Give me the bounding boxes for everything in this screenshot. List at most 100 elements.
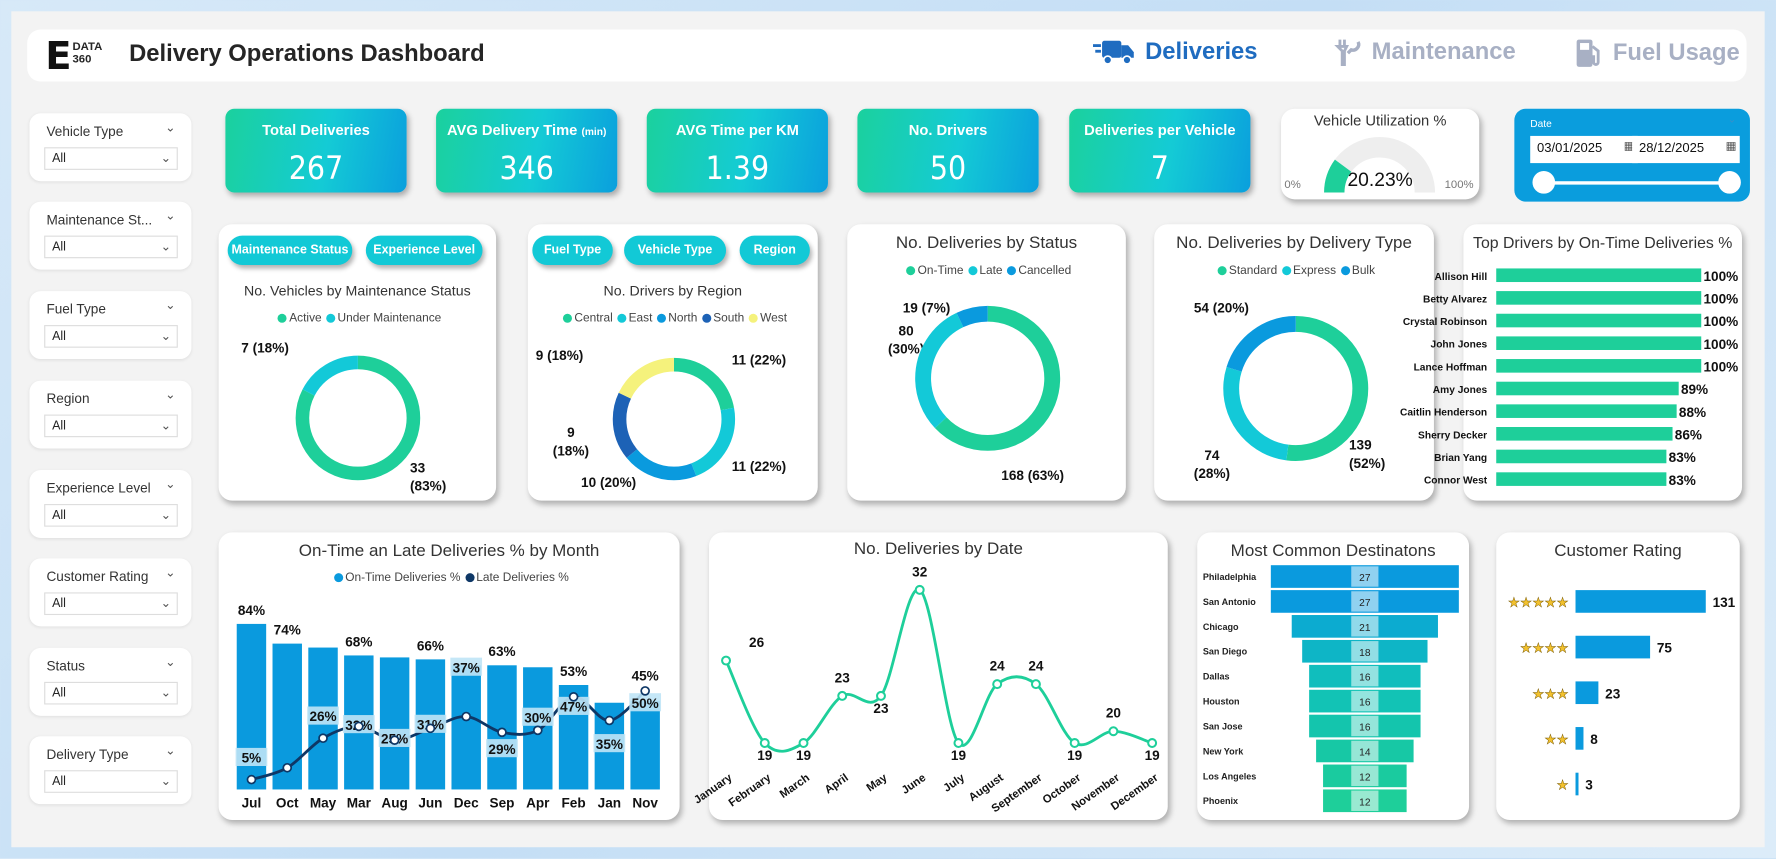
- nav-label: Maintenance: [1371, 38, 1516, 65]
- chevron-down-icon[interactable]: ⌄: [165, 209, 176, 224]
- chart-legend: Central East North South West: [528, 311, 818, 325]
- filter-dropdown[interactable]: All ⌄: [44, 147, 178, 170]
- filter-dropdown[interactable]: All ⌄: [44, 325, 178, 348]
- chevron-down-icon[interactable]: ⌄: [1727, 113, 1737, 125]
- data-label: 11 (22%): [731, 352, 787, 369]
- kpi-value: 267: [288, 149, 344, 187]
- filter-maintenance-st: Maintenance St... ⌄ All ⌄: [29, 201, 192, 270]
- logo-letter: E: [45, 33, 72, 80]
- calendar-icon[interactable]: ▦: [1725, 140, 1737, 153]
- filter-status: Status ⌄ All ⌄: [29, 647, 192, 716]
- truck-icon: [1093, 40, 1134, 65]
- data-label: 19 (7%): [902, 300, 951, 317]
- nav-maintenance[interactable]: Maintenance: [1333, 37, 1516, 66]
- filter-delivery-type: Delivery Type ⌄ All ⌄: [29, 736, 192, 805]
- date-range-slicer: Date ⌄ 03/01/2025 ▦ 28/12/2025 ▦: [1514, 108, 1750, 202]
- filter-label: Experience Level: [46, 480, 151, 497]
- chevron-down-icon: ⌄: [160, 151, 172, 166]
- vehicle-type-button[interactable]: Vehicle Type: [624, 235, 727, 266]
- filter-dropdown[interactable]: All ⌄: [44, 770, 178, 793]
- start-date-input[interactable]: 03/01/2025 ▦: [1530, 135, 1638, 164]
- chevron-down-icon[interactable]: ⌄: [165, 388, 176, 403]
- chevron-down-icon: ⌄: [160, 329, 172, 344]
- gauge-max-label: 100%: [1444, 178, 1474, 192]
- data-label: 7 (18%): [241, 339, 289, 356]
- deliveries-by-date-card: No. Deliveries by Date: [709, 532, 1168, 821]
- maintenance-status-button[interactable]: Maintenance Status: [227, 235, 353, 266]
- fuel-type-button[interactable]: Fuel Type: [532, 235, 613, 266]
- kpi-value: 346: [499, 149, 554, 187]
- chart-legend: Standard Express Bulk: [1154, 264, 1434, 277]
- kpi-avg-time-per-km: AVG Time per KM 1.39: [646, 108, 828, 193]
- data-label: 33 (83%): [410, 459, 447, 494]
- end-date-input[interactable]: 28/12/2025 ▦: [1632, 135, 1740, 164]
- kpi-unit: (min): [581, 125, 607, 138]
- filter-dropdown[interactable]: All ⌄: [44, 414, 178, 438]
- nav-label: Deliveries: [1145, 38, 1258, 65]
- data-label: 10 (20%): [581, 474, 637, 491]
- chart-title: On-Time an Late Deliveries % by Month: [298, 541, 600, 561]
- drivers-region-card: Fuel Type Vehicle Type Region No. Driver…: [527, 224, 818, 501]
- calendar-icon[interactable]: ▦: [1623, 140, 1635, 153]
- destinations-card: Most Common Destinatons: [1197, 532, 1470, 821]
- region-button[interactable]: Region: [739, 235, 810, 266]
- data-label: 9 (18%): [535, 347, 584, 364]
- vehicle-utilization-card: Vehicle Utilization % 0% 100% 20.23%: [1281, 108, 1480, 200]
- chevron-down-icon: ⌄: [160, 596, 172, 611]
- gauge-title: Vehicle Utilization %: [1313, 112, 1447, 130]
- kpi-value: 1.39: [705, 149, 770, 187]
- gauge-min-label: 0%: [1284, 178, 1301, 192]
- filter-label: Maintenance St...: [46, 211, 153, 228]
- chevron-down-icon: ⌄: [160, 240, 172, 254]
- deliveries-type-card: No. Deliveries by Delivery Type Standard…: [1154, 224, 1434, 501]
- filter-experience-level: Experience Level ⌄ All ⌄: [29, 470, 192, 539]
- chart-title: No. Vehicles by Maintenance Status: [244, 283, 471, 300]
- chart-title: Customer Rating: [1554, 541, 1682, 561]
- kpi-label: AVG Delivery Time (min): [446, 121, 607, 139]
- kpi-deliveries-per-vehicle: Deliveries per Vehicle 7: [1069, 108, 1251, 193]
- chart-legend: On-Time Late Cancelled: [847, 264, 1126, 277]
- chart-legend: Active Under Maintenance: [219, 311, 496, 325]
- chevron-down-icon[interactable]: ⌄: [165, 566, 176, 580]
- filter-label: Fuel Type: [46, 301, 106, 318]
- data-label: 9 (18%): [552, 424, 589, 459]
- chevron-down-icon[interactable]: ⌄: [165, 744, 176, 758]
- filter-dropdown[interactable]: All ⌄: [44, 504, 178, 527]
- date-slider-track: [1546, 181, 1728, 185]
- ontime-late-card: On-Time an Late Deliveries % by Month On…: [218, 532, 680, 821]
- customer-rating-card: Customer Rating: [1496, 532, 1740, 821]
- kpi-avg-delivery-time: AVG Delivery Time (min) 346: [436, 108, 618, 193]
- chevron-down-icon[interactable]: ⌄: [165, 655, 176, 670]
- kpi-value: 7: [1150, 149, 1169, 187]
- fuel-pump-icon: [1576, 39, 1600, 67]
- gauge-value: 20.23%: [1347, 168, 1413, 191]
- experience-level-button[interactable]: Experience Level: [365, 235, 483, 266]
- filter-dropdown[interactable]: All ⌄: [44, 235, 178, 259]
- chevron-down-icon: ⌄: [160, 508, 172, 523]
- filter-label: Status: [46, 658, 85, 674]
- kpi-value: 50: [929, 149, 967, 187]
- top-drivers-card: Top Drivers by On-Time Deliveries %: [1463, 224, 1743, 501]
- filter-vehicle-type: Vehicle Type ⌄ All ⌄: [29, 113, 192, 182]
- date-label: Date: [1530, 117, 1552, 130]
- header-bar: [27, 29, 1747, 82]
- kpi-label: AVG Time per KM: [675, 121, 799, 139]
- date-slider-end-handle[interactable]: [1718, 171, 1741, 194]
- kpi-no-drivers: No. Drivers 50: [857, 108, 1039, 193]
- kpi-total-deliveries: Total Deliveries 267: [225, 108, 407, 193]
- date-slider-start-handle[interactable]: [1532, 171, 1556, 194]
- nav-deliveries[interactable]: Deliveries: [1093, 37, 1258, 66]
- chevron-down-icon[interactable]: ⌄: [165, 477, 176, 492]
- filter-fuel-type: Fuel Type ⌄ All ⌄: [29, 291, 192, 360]
- nav-fuel-usage[interactable]: Fuel Usage: [1574, 37, 1740, 69]
- chevron-down-icon[interactable]: ⌄: [165, 121, 176, 135]
- kpi-label: Deliveries per Vehicle: [1084, 121, 1236, 139]
- filter-dropdown[interactable]: All ⌄: [44, 681, 178, 705]
- vehicles-maintenance-card: Maintenance Status Experience Level No. …: [218, 224, 497, 501]
- page-title: Delivery Operations Dashboard: [129, 40, 485, 67]
- chevron-down-icon[interactable]: ⌄: [165, 299, 176, 313]
- filter-label: Delivery Type: [46, 746, 129, 763]
- filter-dropdown[interactable]: All ⌄: [44, 592, 178, 616]
- filter-label: Customer Rating: [46, 568, 149, 585]
